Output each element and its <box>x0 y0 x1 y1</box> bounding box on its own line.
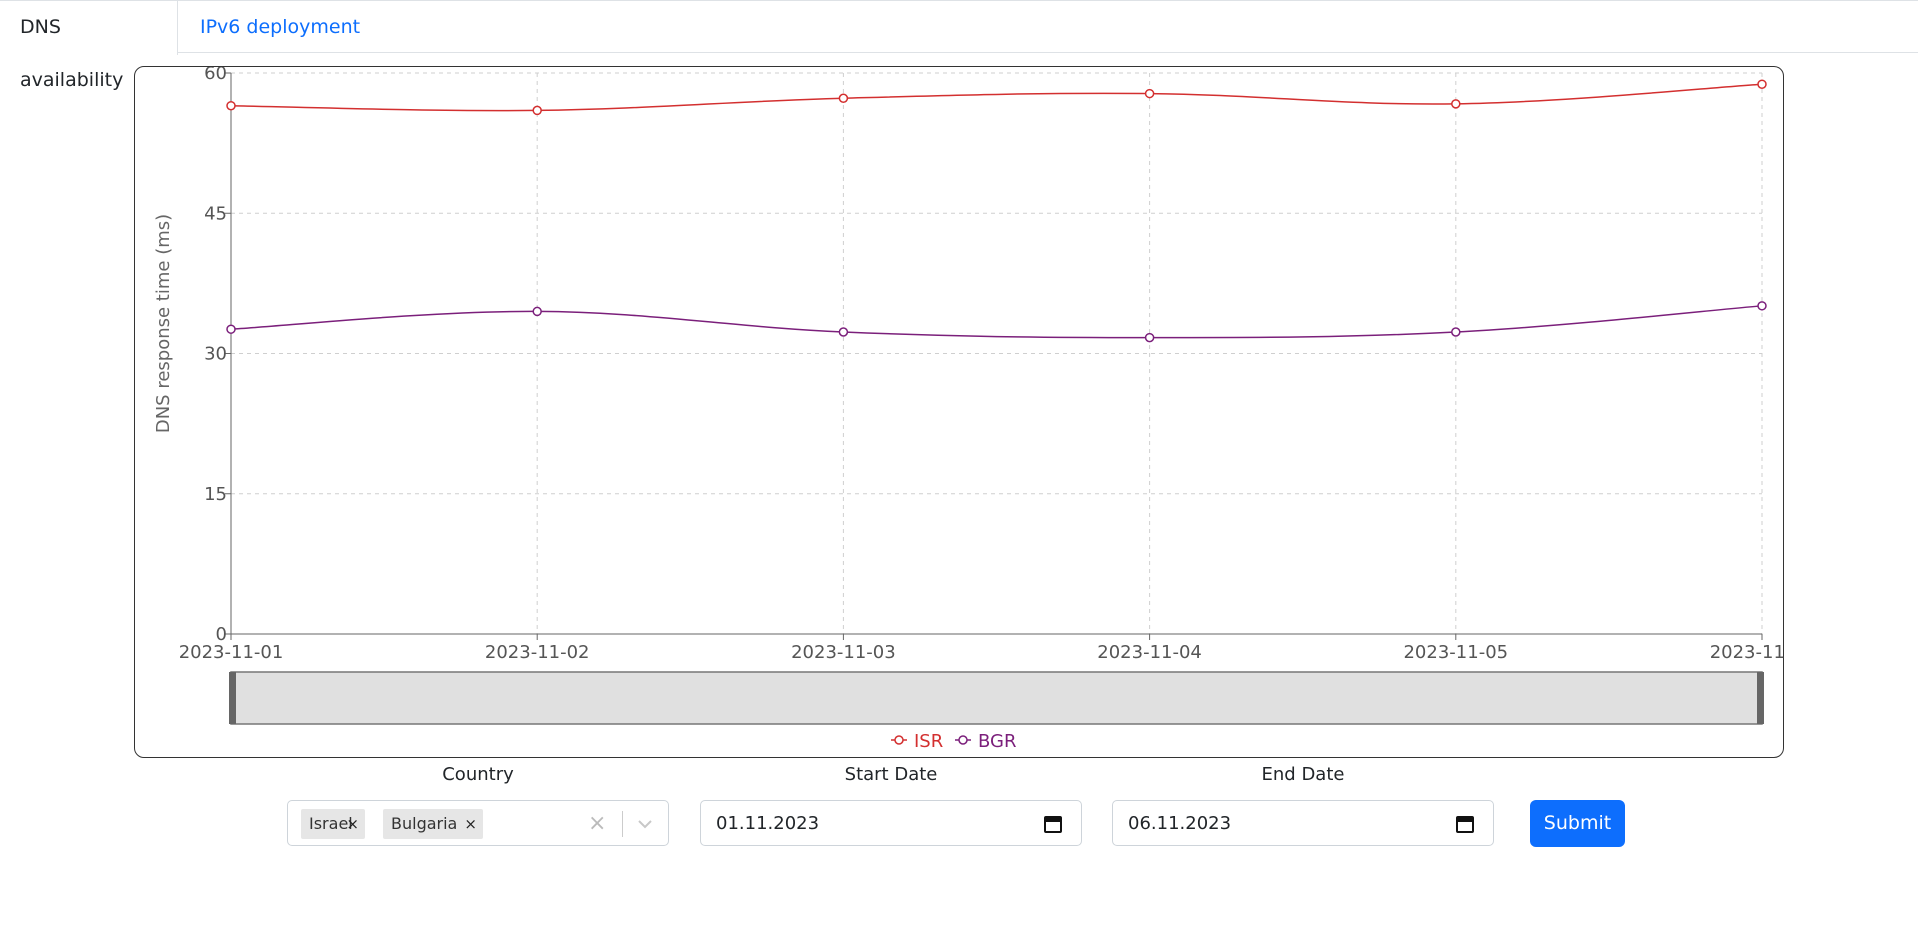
country-chip-label: Bulgaria <box>391 814 458 833</box>
country-chip: Bulgaria × <box>383 809 483 839</box>
x-tick-label: 2023-11-06 <box>1710 642 1785 663</box>
dns-response-chart: 0 15 30 45 60 2023-11-01 2023-11-02 2023-11-03 2… <box>153 63 1814 752</box>
tab-bar: DNS availability IPv6 deployment <box>0 0 1918 91</box>
end-date-value: 06.11.2023 <box>1128 813 1232 834</box>
end-date-label: End Date <box>1261 764 1345 785</box>
legend-label: BGR <box>978 731 1017 752</box>
y-tick-label: 30 <box>204 344 227 365</box>
brush-area <box>230 671 1763 725</box>
data-point <box>1757 79 1767 89</box>
data-point <box>1451 327 1461 337</box>
x-tick-label: 2023-11-02 <box>485 642 590 663</box>
select-separator <box>622 811 623 837</box>
brush-handle-right <box>1757 672 1764 724</box>
end-date-input[interactable]: 06.11.2023 <box>1112 800 1494 846</box>
clear-icon[interactable]: × <box>588 811 607 836</box>
chart-axes: 0 15 30 45 60 2023-11-01 2023-11-02 2023-11-03 2… <box>153 63 1814 663</box>
x-tick-label: 2023-11-05 <box>1403 642 1508 663</box>
data-point <box>532 105 542 116</box>
series-line-bgr <box>230 305 1763 339</box>
submit-button[interactable]: Submit <box>1530 800 1625 847</box>
data-point <box>1451 99 1461 109</box>
x-tick-label: 2023-11-03 <box>791 642 896 663</box>
legend-label: ISR <box>914 731 943 752</box>
remove-chip-icon[interactable]: × <box>346 815 359 833</box>
y-tick-label: 0 <box>216 624 227 645</box>
chart-grid <box>231 72 1763 634</box>
x-tick-label: 2023-11-01 <box>179 642 284 663</box>
remove-chip-icon[interactable]: × <box>464 815 477 833</box>
chart-container: 0 15 30 45 60 2023-11-01 2023-11-02 2023-11-03 2… <box>134 63 1814 758</box>
start-date-value: 01.11.2023 <box>716 813 820 834</box>
country-select[interactable]: Israel × Bulgaria × × <box>287 800 669 846</box>
start-date-input[interactable]: 01.11.2023 <box>700 800 1082 846</box>
data-point <box>1144 88 1155 99</box>
calendar-icon[interactable] <box>1455 814 1475 834</box>
tab-dns-availability[interactable]: DNS availability <box>0 1 178 91</box>
data-point <box>838 93 849 103</box>
y-tick-label: 60 <box>204 67 227 84</box>
chart-series <box>226 79 1767 343</box>
brush-handle-left <box>229 672 236 724</box>
series-line-isr <box>230 83 1763 112</box>
chart-legend: ISR BGR <box>891 731 1017 752</box>
legend-marker <box>958 735 968 745</box>
y-axis-label: DNS response time (ms) <box>153 214 174 433</box>
data-point <box>838 327 849 337</box>
data-point <box>532 306 542 317</box>
calendar-icon[interactable] <box>1043 814 1063 834</box>
x-tick-label: 2023-11-04 <box>1097 642 1202 663</box>
y-tick-label: 45 <box>204 203 227 224</box>
legend-marker <box>894 735 904 745</box>
data-point <box>226 100 236 111</box>
data-point <box>1757 301 1767 311</box>
tab-ipv6-deployment[interactable]: IPv6 deployment <box>200 16 361 38</box>
y-tick-label: 15 <box>204 484 227 505</box>
country-chip-label: Israel <box>309 814 353 833</box>
chevron-down-icon[interactable] <box>632 811 658 837</box>
country-chip: Israel × <box>301 809 365 839</box>
country-label: Country <box>442 764 514 785</box>
chart-brush <box>229 671 1764 725</box>
data-point <box>226 324 236 334</box>
start-date-label: Start Date <box>844 764 938 785</box>
data-point <box>1144 332 1155 343</box>
